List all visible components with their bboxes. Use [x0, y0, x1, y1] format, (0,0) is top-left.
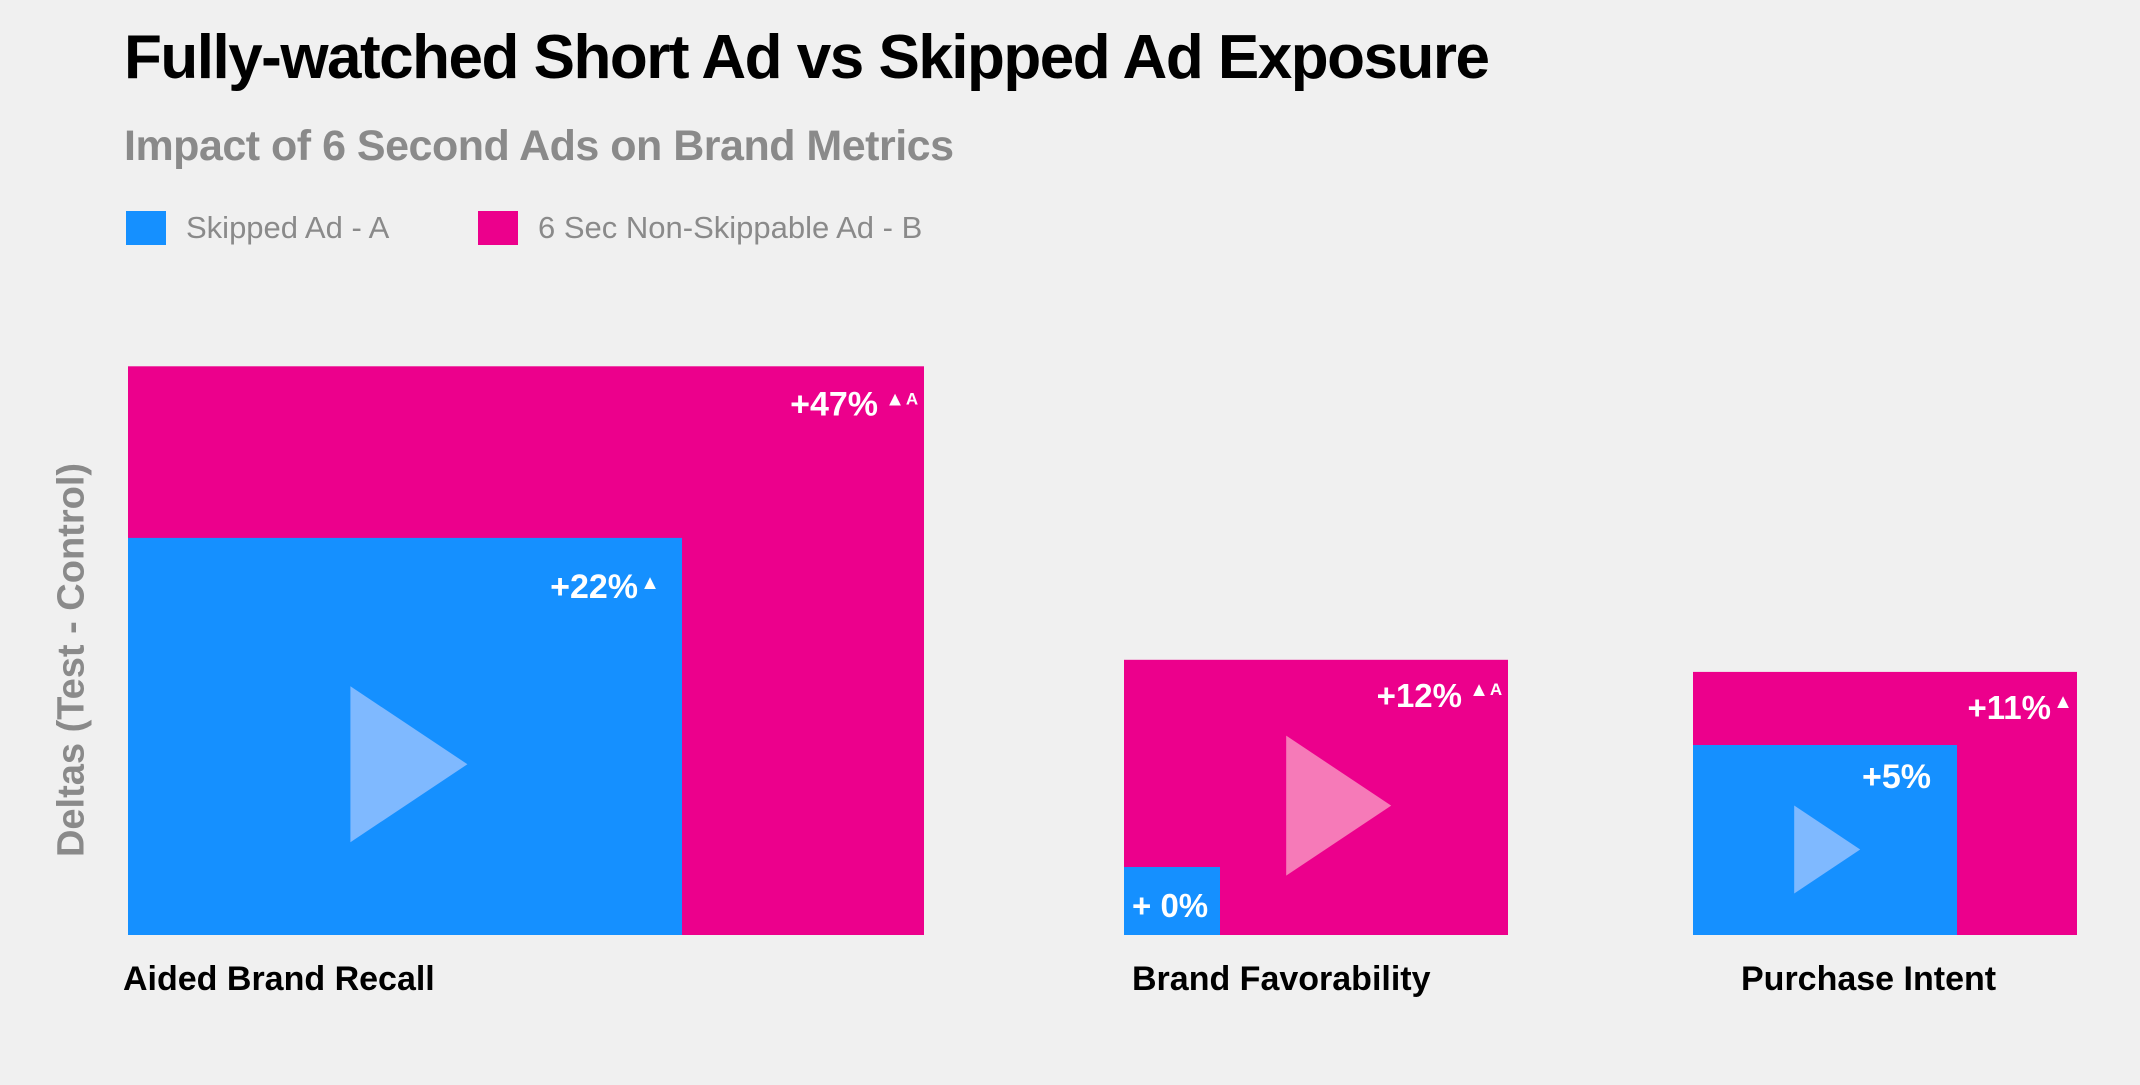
significance-superscript-aided-brand-recall-non-skippable: A: [906, 389, 918, 408]
significance-superscript-brand-favorability-non-skippable: A: [1490, 680, 1502, 699]
value-label-brand-favorability-skipped: + 0%: [1132, 887, 1208, 924]
significance-marker-aided-brand-recall-non-skippable: ▲: [885, 388, 905, 410]
legend-item-non-skippable: 6 Sec Non-Skippable Ad - B: [478, 210, 922, 246]
legend-label-skipped: Skipped Ad - A: [186, 210, 390, 245]
bar-brand-favorability-skipped: [1124, 867, 1220, 935]
category-label-brand-favorability: Brand Favorability: [1132, 960, 1431, 998]
play-icon: [1286, 735, 1392, 876]
legend-swatch-skipped: [126, 211, 166, 245]
play-icon: [1794, 805, 1861, 894]
chart-title: Fully-watched Short Ad vs Skipped Ad Exp…: [124, 23, 1490, 92]
legend-swatch-non-skippable: [478, 211, 518, 245]
legend-item-skipped: Skipped Ad - A: [126, 210, 389, 246]
value-label-aided-brand-recall-skipped: +22%: [550, 568, 638, 606]
value-label-purchase-intent-skipped: +5%: [1862, 758, 1931, 796]
category-label-purchase-intent: Purchase Intent: [1741, 960, 1996, 998]
play-icon: [350, 686, 468, 843]
chart-subtitle: Impact of 6 Second Ads on Brand Metrics: [124, 122, 954, 170]
significance-marker-aided-brand-recall-skipped: ▲: [640, 572, 660, 594]
significance-marker-purchase-intent-non-skippable: ▲: [2053, 691, 2073, 713]
legend-label-non-skippable: 6 Sec Non-Skippable Ad - B: [538, 210, 923, 245]
value-label-purchase-intent-non-skippable: +11%: [1968, 689, 2052, 726]
significance-marker-brand-favorability-non-skippable: ▲: [1469, 679, 1489, 701]
value-label-aided-brand-recall-non-skippable: +47%: [790, 385, 878, 423]
category-label-aided-brand-recall: Aided Brand Recall: [123, 960, 435, 998]
value-label-brand-favorability-non-skippable: +12%: [1377, 677, 1462, 714]
